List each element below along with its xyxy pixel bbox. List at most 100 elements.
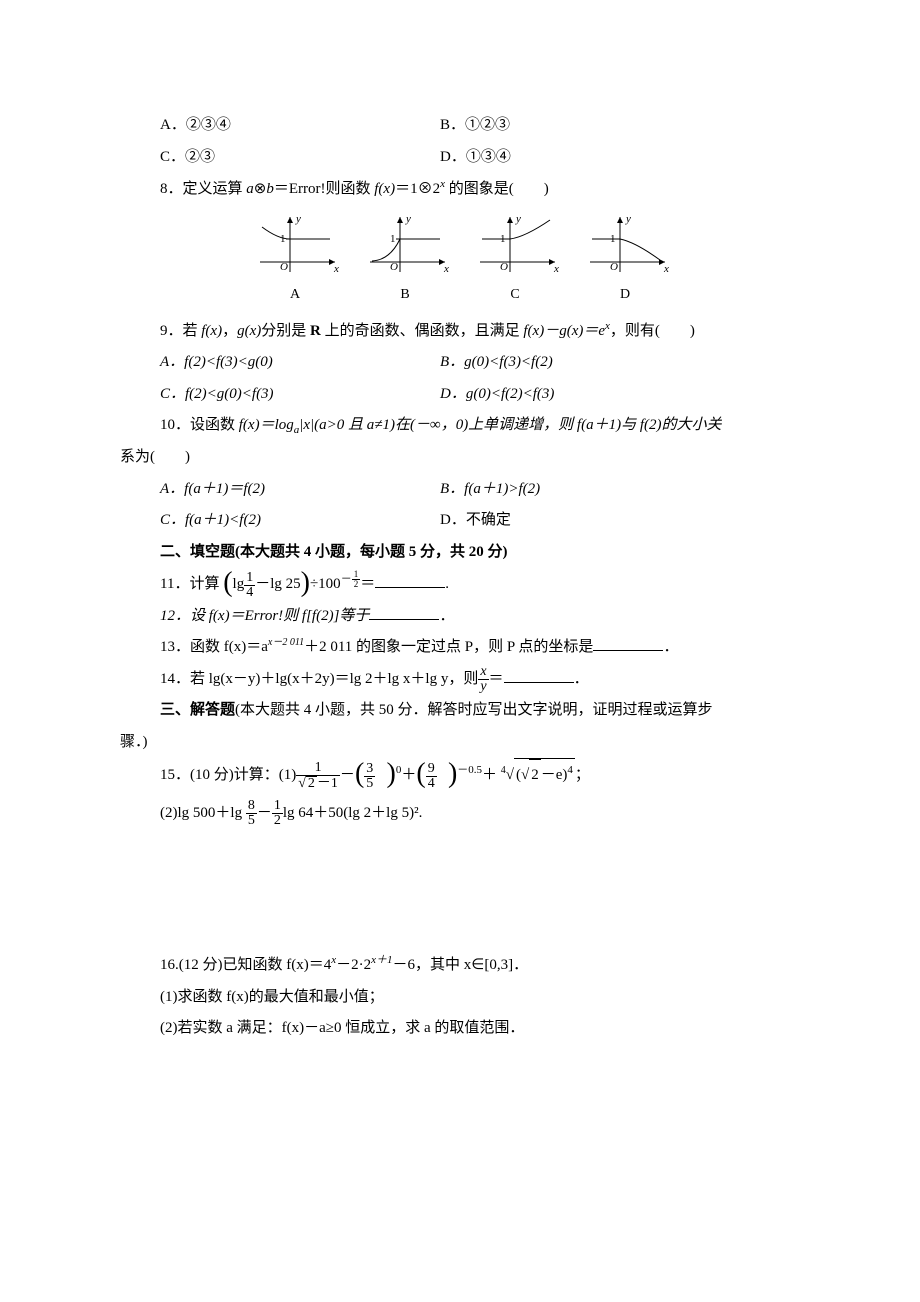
q15-l2f1n: 8 [246,799,257,814]
q10-fx: f(x)＝log [239,417,294,433]
q10-line2: 系为( ) [120,442,800,474]
q9-sep: ， [222,323,237,339]
q10-options-row1: A．f(a＋1)＝f(2) B．f(a＋1)>f(2) [120,474,800,506]
rparen3-icon: ) [448,760,457,788]
q13-blank [593,636,663,651]
svg-text:x: x [443,263,449,275]
q16-mid2: －6，其中 x∈[0,3]． [393,957,529,973]
q9-mid2: 上的奇函数、偶函数，且满足 [321,323,524,339]
q15-l2f2n: 1 [272,799,283,814]
q9-options-row1: A．f(2)<f(3)<g(0) B．g(0)<f(3)<f(2) [120,347,800,379]
q8-graph-D: x y O 1 D [580,212,670,309]
plot-B-svg: x y O 1 [360,212,450,282]
q16-exp2: x＋1 [371,954,392,966]
q14-blank [504,668,574,683]
q15-inner-rad: 2 [529,759,541,792]
q9-gx: g(x) [237,323,261,339]
q15-l2f2: 12 [272,799,283,828]
q8-graphs: x y O 1 A x y O 1 B [120,212,800,309]
q7-optA: A．②③④ [120,110,440,142]
q15-radtail: －e) [541,767,568,783]
q11-eq: ＝ [360,576,375,592]
q14-pre: 14．若 lg(x－y)＋lg(x＋2y)＝lg 2＋lg x＋lg y，则 [160,671,478,687]
q15-p2exp: －0.5 [457,764,482,776]
rparen2-icon: ) [387,760,396,788]
q15-p2: 94 [426,762,437,791]
section2-title: 二、填空题(本大题共 4 小题，每小题 5 分，共 20 分) [120,537,800,569]
svg-text:1: 1 [280,233,286,245]
q16-pre: 16.(12 分)已知函数 f(x)＝4 [160,957,331,973]
q10-line1: 10．设函数 f(x)＝loga|x|(a>0 且 a≠1)在(－∞，0)上单调… [120,410,800,442]
q15-l2tail: lg 64＋50(lg 2＋lg 5)². [283,805,423,821]
q7-optB: B．①②③ [440,110,800,142]
q8-graph-B: x y O 1 B [360,212,450,309]
q13: 13．函数 f(x)＝ax－2 011＋2 011 的图象一定过点 P，则 P … [120,632,800,664]
q15-frac1: 1√2－1 [296,761,340,791]
q16-line3: (2)若实数 a 满足：f(x)－a≥0 恒成立，求 a 的取值范围． [120,1013,800,1045]
q8-otimes: ⊗ [254,181,267,197]
q15-p1n: 3 [364,762,375,777]
q15-radexp: 4 [567,764,573,776]
q13-pre: 13．函数 f(x)＝a [160,639,268,655]
svg-text:O: O [500,261,508,273]
q9-eq: f(x)－g(x)＝e [523,323,605,339]
q15-line2: (2)lg 500＋lg 85－12lg 64＋50(lg 2＋lg 5)². [120,798,800,830]
svg-text:y: y [625,213,631,225]
q11-exp-den: 2 [352,580,361,589]
q11-f1-den: 4 [244,586,255,600]
svg-text:1: 1 [390,233,396,245]
q15-p2n: 9 [426,762,437,777]
q9-mid: 分别是 [261,323,310,339]
svg-text:x: x [333,263,339,275]
svg-text:x: x [553,263,559,275]
q8-eq: ＝1⊗2 [395,181,440,197]
q15-rad2: 2 [306,776,317,791]
q11-exp: －12 [341,573,361,585]
q14: 14．若 lg(x－y)＋lg(x＋2y)＝lg 2＋lg x＋lg y，则xy… [120,664,800,696]
q7-optC: C．②③ [120,142,440,174]
q15-p2d: 4 [426,777,437,791]
q15-p1d: 5 [364,777,375,791]
q11-lg: lg [233,576,245,592]
q13-mid: ＋2 011 的图象一定过点 P，则 P 点的坐标是 [304,639,593,655]
svg-text:O: O [390,261,398,273]
q7-options-row2: C．②③ D．①③④ [120,142,800,174]
svg-text:y: y [295,213,301,225]
q15-f1n: 1 [296,761,340,776]
q13-exp: x－2 011 [268,637,304,648]
q15-plus2: ＋ [482,767,501,783]
q8-a: a [246,181,254,197]
q8-graph-C: x y O 1 C [470,212,560,309]
q16-line1: 16.(12 分)已知函数 f(x)＝4x－2·2x＋1－6，其中 x∈[0,3… [120,949,800,982]
q15-l2f1d: 5 [246,814,257,828]
plot-A-svg: x y O 1 [250,212,340,282]
svg-text:y: y [515,213,521,225]
lparen2-icon: ( [355,760,364,788]
q8-graph-A: x y O 1 A [250,212,340,309]
rparen-icon: ) [301,569,310,597]
lparen3-icon: ( [416,760,425,788]
q10-optD: D．不确定 [440,505,800,537]
graph-label-B: B [360,280,450,309]
q12: 12．设 f(x)＝Error!则 f[f(2)]等于． [120,601,800,633]
section3-rest: (本大题共 4 小题，共 50 分．解答时应写出文字说明，证明过程或运算步 [235,702,713,718]
q15-l2f1: 85 [246,799,257,828]
q15-pre: 15．(10 分)计算：(1) [160,767,296,783]
graph-label-D: D [580,280,670,309]
q15-minus: － [340,767,355,783]
q15-end: ； [575,767,590,783]
q9-options-row2: C．f(2)<g(0)<f(3) D．g(0)<f(2)<f(3) [120,379,800,411]
svg-text:y: y [405,213,411,225]
q11-minus: －lg 25 [255,576,300,592]
graph-label-A: A [250,280,340,309]
lparen-icon: ( [223,569,232,597]
svg-text:x: x [663,263,669,275]
q16-mid1: －2·2 [336,957,371,973]
section3-line2: 骤．) [120,727,800,759]
q11: 11．计算 (lg14－lg 25)÷100－12＝. [120,568,800,601]
plot-C-svg: x y O 1 [470,212,560,282]
q8-mid4: ＝Error!则函数 [274,181,374,197]
q14-eq: ＝ [489,671,504,687]
q15-line1: 15．(10 分)计算：(1)1√2－1－(35 )0＋(94 )－0.5＋ 4… [120,758,800,792]
section3-line1: 三、解答题(本大题共 4 小题，共 50 分．解答时应写出文字说明，证明过程或运… [120,695,800,727]
